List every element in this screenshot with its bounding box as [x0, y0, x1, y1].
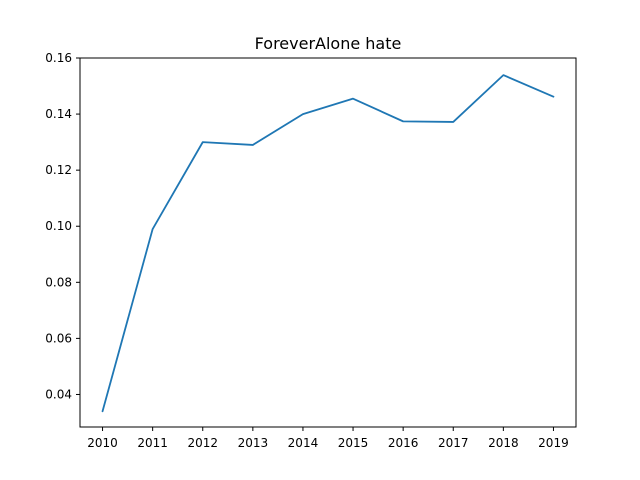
- y-tick-label: 0.06: [45, 331, 72, 345]
- y-axis: 0.04 0.06 0.08 0.10 0.12 0.14 0.16: [45, 51, 80, 401]
- y-tick-label: 0.12: [45, 163, 72, 177]
- chart-title: ForeverAlone hate: [255, 34, 402, 53]
- x-tick-label: 2016: [388, 436, 419, 450]
- x-tick-label: 2012: [187, 436, 218, 450]
- x-tick-label: 2013: [238, 436, 269, 450]
- x-tick-label: 2018: [488, 436, 519, 450]
- y-tick-label: 0.04: [45, 387, 72, 401]
- x-tick-label: 2014: [288, 436, 319, 450]
- y-tick-label: 0.16: [45, 51, 72, 65]
- x-axis: 2010 2011 2012 2013 2014 2015 2016 2017 2018 2019: [87, 427, 569, 450]
- series-line: [101, 74, 555, 413]
- x-tick-label: 2010: [87, 436, 118, 450]
- y-tick-label: 0.10: [45, 219, 72, 233]
- x-tick-label: 2015: [338, 436, 369, 450]
- series-group: [101, 74, 555, 413]
- y-tick-label: 0.14: [45, 107, 72, 121]
- x-tick-label: 2017: [438, 436, 469, 450]
- x-tick-label: 2019: [538, 436, 569, 450]
- plot-area-frame: [79, 57, 577, 428]
- y-tick-label: 0.08: [45, 275, 72, 289]
- x-tick-label: 2011: [137, 436, 168, 450]
